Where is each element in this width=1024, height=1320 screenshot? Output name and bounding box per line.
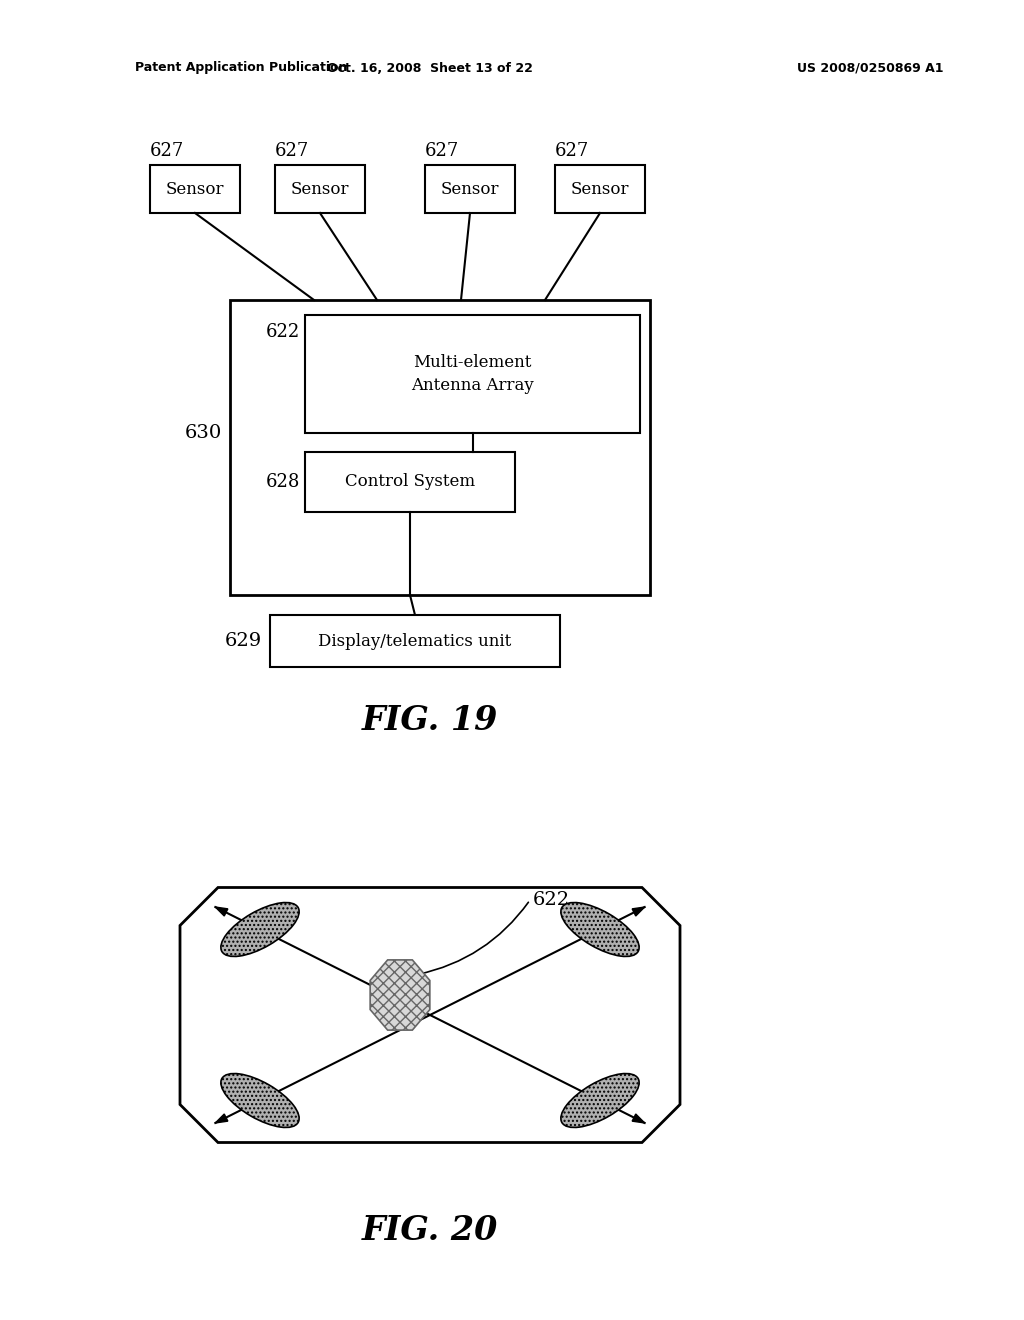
Text: Patent Application Publication: Patent Application Publication [135, 62, 347, 74]
Polygon shape [632, 1114, 645, 1123]
Ellipse shape [221, 903, 299, 957]
Bar [230, 300, 650, 595]
Text: 627: 627 [425, 143, 459, 160]
Text: Display/telematics unit: Display/telematics unit [318, 632, 512, 649]
Bar [305, 315, 640, 433]
Text: 628: 628 [265, 473, 300, 491]
Text: FIG. 20: FIG. 20 [361, 1213, 499, 1246]
Polygon shape [632, 907, 645, 916]
Bar [270, 615, 560, 667]
Text: FIG. 19: FIG. 19 [361, 704, 499, 737]
Text: 627: 627 [275, 143, 309, 160]
Text: Sensor: Sensor [166, 181, 224, 198]
Text: Sensor: Sensor [570, 181, 630, 198]
Bar [555, 165, 645, 213]
Text: 622: 622 [534, 891, 570, 909]
Bar [425, 165, 515, 213]
Polygon shape [370, 960, 430, 1030]
Text: 627: 627 [555, 143, 589, 160]
Ellipse shape [561, 903, 639, 957]
PathPatch shape [180, 887, 680, 1143]
Bar [275, 165, 365, 213]
Polygon shape [215, 1114, 228, 1123]
Text: Sensor: Sensor [440, 181, 500, 198]
Polygon shape [215, 907, 228, 916]
Text: 630: 630 [184, 424, 222, 442]
Text: Multi-element
Antenna Array: Multi-element Antenna Array [411, 354, 534, 395]
Bar [150, 165, 240, 213]
Text: 627: 627 [150, 143, 184, 160]
Text: Sensor: Sensor [291, 181, 349, 198]
Text: 622: 622 [266, 323, 300, 341]
Text: Control System: Control System [345, 474, 475, 491]
Ellipse shape [561, 1073, 639, 1127]
Text: 629: 629 [224, 632, 262, 649]
Ellipse shape [221, 1073, 299, 1127]
Bar [305, 451, 515, 512]
Text: Oct. 16, 2008  Sheet 13 of 22: Oct. 16, 2008 Sheet 13 of 22 [327, 62, 532, 74]
Text: US 2008/0250869 A1: US 2008/0250869 A1 [797, 62, 943, 74]
